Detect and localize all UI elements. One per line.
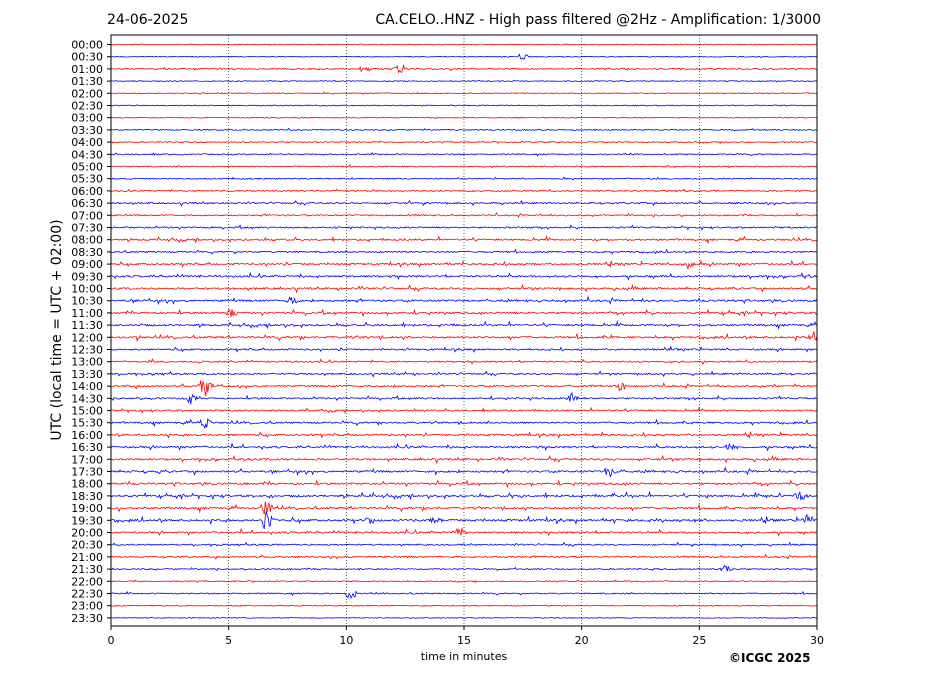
trace-0430 <box>110 151 818 157</box>
y-tick-label: 05:30 <box>71 173 103 186</box>
y-tick-label: 00:30 <box>71 51 103 64</box>
y-tick-label: 17:30 <box>71 466 103 479</box>
y-tick-label: 19:30 <box>71 514 103 527</box>
y-tick-label: 22:30 <box>71 588 103 601</box>
y-tick-label: 19:00 <box>71 502 103 515</box>
y-tick-label: 04:00 <box>71 136 103 149</box>
chart-title: CA.CELO..HNZ - High pass filtered @2Hz -… <box>375 12 821 28</box>
y-tick-label: 06:30 <box>71 197 103 210</box>
y-tick-label: 12:30 <box>71 344 103 357</box>
x-tick-label: 0 <box>108 634 115 647</box>
y-tick-label: 13:30 <box>71 368 103 381</box>
trace-1800 <box>110 479 818 489</box>
trace-0400 <box>110 140 818 145</box>
x-axis-label: time in minutes <box>420 650 508 663</box>
y-tick-label: 07:00 <box>71 209 103 222</box>
trace-1000 <box>110 283 818 294</box>
y-tick-label: 09:30 <box>71 270 103 283</box>
x-tick-label: 15 <box>457 634 471 647</box>
y-tick-label: 18:00 <box>71 478 103 491</box>
y-tick-label: 16:00 <box>71 429 103 442</box>
y-tick-label: 07:30 <box>71 222 103 235</box>
y-tick-label: 12:00 <box>71 331 103 344</box>
y-tick-label: 17:00 <box>71 453 103 466</box>
y-tick-label: 22:00 <box>71 575 103 588</box>
trace-0230 <box>110 104 818 107</box>
y-tick-label: 18:30 <box>71 490 103 503</box>
date-label: 24-06-2025 <box>107 12 189 28</box>
y-tick-label: 20:00 <box>71 527 103 540</box>
y-tick-label: 14:00 <box>71 380 103 393</box>
y-tick-label: 20:30 <box>71 539 103 552</box>
y-tick-label: 08:30 <box>71 246 103 259</box>
y-tick-label: 14:30 <box>71 392 103 405</box>
x-tick-label: 30 <box>810 634 824 647</box>
trace-0900 <box>110 259 818 270</box>
y-tick-label: 21:30 <box>71 563 103 576</box>
trace-2100 <box>110 553 818 560</box>
trace-0300 <box>110 116 818 120</box>
trace-1200 <box>110 331 818 343</box>
y-tick-label: 23:00 <box>71 600 103 613</box>
x-tick-label: 10 <box>339 634 353 647</box>
y-tick-label: 15:30 <box>71 417 103 430</box>
y-tick-label: 10:30 <box>71 295 103 308</box>
y-tick-label: 10:00 <box>71 283 103 296</box>
y-tick-label: 00:00 <box>71 39 103 52</box>
y-tick-label: 06:00 <box>71 185 103 198</box>
y-tick-label: 03:00 <box>71 112 103 125</box>
y-tick-label: 23:30 <box>71 612 103 625</box>
grid-group <box>228 35 700 626</box>
y-tick-label: 11:30 <box>71 319 103 332</box>
y-tick-label: 11:00 <box>71 307 103 320</box>
x-tick-label: 5 <box>225 634 232 647</box>
trace-1830 <box>110 490 818 501</box>
y-tick-label: 15:00 <box>71 405 103 418</box>
y-tick-label: 02:00 <box>71 87 103 100</box>
y-tick-label: 03:30 <box>71 124 103 137</box>
y-tick-label: 13:00 <box>71 356 103 369</box>
trace-2030 <box>110 541 818 548</box>
trace-1100 <box>110 308 818 318</box>
y-tick-label: 01:00 <box>71 63 103 76</box>
y-tick-label: 16:30 <box>71 441 103 454</box>
trace-0500 <box>110 164 818 169</box>
trace-2000 <box>110 527 818 537</box>
trace-1730 <box>110 466 818 478</box>
y-tick-label: 02:30 <box>71 100 103 113</box>
copyright-label: ©ICGC 2025 <box>729 651 811 665</box>
y-tick-label: 05:00 <box>71 161 103 174</box>
x-tick-label: 25 <box>692 634 706 647</box>
axes-frame <box>110 34 818 627</box>
y-tick-label: 08:00 <box>71 234 103 247</box>
trace-1700 <box>110 454 818 465</box>
x-tick-label: 20 <box>575 634 589 647</box>
trace-0330 <box>110 127 818 132</box>
y-tick-label: 21:00 <box>71 551 103 564</box>
axes-group: 00:0000:3001:0001:3002:0002:3003:0003:30… <box>71 34 824 647</box>
y-tick-label: 01:30 <box>71 75 103 88</box>
y-tick-label: 04:30 <box>71 148 103 161</box>
trace-1530 <box>110 417 818 429</box>
trace-1400 <box>110 380 818 397</box>
trace-1930 <box>110 510 818 529</box>
trace-1130 <box>110 320 818 330</box>
trace-group <box>110 43 818 619</box>
y-tick-label: 09:00 <box>71 258 103 271</box>
